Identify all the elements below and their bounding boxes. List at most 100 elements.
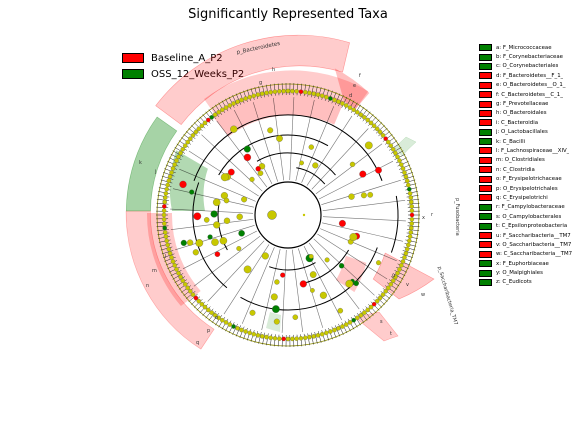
taxa-key-swatch bbox=[479, 138, 492, 146]
internal-node bbox=[203, 217, 210, 223]
legend-item-oss: OSS_12_Weeks_P2 bbox=[122, 66, 244, 82]
leaf-node bbox=[374, 298, 380, 304]
leaf-node bbox=[281, 336, 286, 342]
branch-tick bbox=[406, 195, 419, 198]
taxa-key-item: o: F_Erysipelotrichaceae bbox=[479, 174, 576, 183]
sector-letter-h: h bbox=[272, 67, 275, 73]
leaf-node bbox=[407, 234, 413, 239]
branch-tick bbox=[407, 202, 420, 205]
internal-node bbox=[349, 161, 356, 168]
branch-tick bbox=[402, 175, 415, 180]
leaf-node bbox=[347, 320, 353, 325]
taxa-key-item: a: F_Micrococcaceae bbox=[479, 43, 576, 52]
internal-node bbox=[193, 212, 202, 221]
branch-tick bbox=[310, 85, 314, 98]
branch-tick bbox=[205, 111, 214, 122]
leaf-node bbox=[406, 242, 411, 248]
center-ring bbox=[254, 181, 322, 249]
leaf-node bbox=[190, 292, 196, 297]
branch-line bbox=[317, 233, 388, 280]
branch-tick bbox=[356, 106, 365, 118]
leaf-node bbox=[165, 242, 170, 248]
branch-arc bbox=[240, 247, 378, 311]
branch-tick bbox=[317, 331, 322, 343]
taxa-key-label: c: O_Corynebacteriales bbox=[496, 63, 559, 70]
branch-tick bbox=[163, 253, 175, 258]
legend-swatch-green bbox=[122, 69, 144, 79]
internal-node bbox=[349, 233, 358, 241]
taxa-key-swatch bbox=[479, 128, 492, 136]
branch-tick bbox=[188, 128, 198, 137]
sector-letter-o: o bbox=[215, 315, 218, 321]
sector-letter-p: p bbox=[207, 328, 210, 334]
chart-title: Significantly Represented Taxa bbox=[188, 7, 388, 22]
internal-node bbox=[255, 166, 261, 172]
branch-arc bbox=[390, 195, 399, 253]
branch-tick bbox=[390, 147, 402, 154]
sector-letter-w: w bbox=[421, 292, 425, 298]
branch-tick bbox=[172, 150, 184, 157]
taxa-key-item: p: O_Erysipelotrichales bbox=[479, 184, 576, 193]
clade-label-saccharibacteria: p_Saccharibacteria_TM7 bbox=[436, 266, 458, 326]
branch-line bbox=[322, 200, 406, 211]
taxa-key-swatch bbox=[479, 213, 492, 221]
internal-node bbox=[214, 251, 221, 257]
leaf-node bbox=[227, 103, 233, 108]
leaf-node bbox=[231, 101, 236, 106]
leaf-node bbox=[176, 154, 181, 160]
legend-label: Baseline_A_P2 bbox=[151, 52, 223, 64]
branch-tick bbox=[394, 270, 406, 277]
branch-tick bbox=[172, 273, 184, 280]
branch-tick bbox=[254, 87, 259, 99]
taxa-key-item: h: O_Bacteroidales bbox=[479, 109, 576, 118]
taxa-key-label: r: F_Campylobacteraceae bbox=[496, 204, 565, 211]
leaf-node bbox=[206, 117, 211, 123]
branch-arc bbox=[269, 262, 316, 271]
sector-letter-s: s bbox=[380, 319, 383, 325]
branch-tick bbox=[156, 198, 169, 201]
branch-tick bbox=[400, 256, 412, 262]
branch-line bbox=[306, 115, 353, 186]
taxa-key-item: v: O_Saccharibacteria__TM7 bbox=[479, 240, 576, 249]
sector-letter-d: d bbox=[349, 93, 352, 99]
leaf-node bbox=[371, 301, 377, 307]
branch-line bbox=[172, 188, 254, 208]
branch-line bbox=[179, 168, 256, 202]
internal-node bbox=[220, 173, 229, 182]
leaf-node bbox=[193, 129, 199, 135]
leaf-node bbox=[390, 147, 396, 152]
leaf-node bbox=[190, 133, 196, 138]
leaf-node bbox=[294, 89, 299, 94]
leaf-node bbox=[223, 105, 229, 110]
branch-line bbox=[281, 249, 287, 333]
taxa-key-swatch bbox=[479, 175, 492, 183]
branch-tick bbox=[160, 246, 173, 251]
taxa-key-item: z: C_Eudicots bbox=[479, 278, 576, 287]
leaf-node bbox=[268, 335, 273, 341]
leaf-node bbox=[162, 230, 168, 235]
branch-tick bbox=[373, 122, 383, 131]
internal-node bbox=[243, 153, 252, 162]
leaf-node bbox=[239, 97, 244, 103]
branch-line bbox=[301, 106, 335, 183]
branch-line bbox=[308, 242, 360, 310]
leaf-node bbox=[407, 186, 412, 192]
taxa-key-swatch bbox=[479, 232, 492, 239]
internal-node bbox=[309, 271, 317, 278]
branch-tick bbox=[378, 128, 388, 137]
leaf-node bbox=[196, 126, 202, 132]
branch-tick bbox=[281, 334, 283, 347]
internal-node bbox=[360, 192, 367, 199]
taxa-key-swatch bbox=[479, 100, 492, 108]
branch-line bbox=[252, 102, 278, 182]
branch-tick bbox=[185, 131, 196, 139]
leaf-node bbox=[409, 217, 415, 222]
leaf-node bbox=[239, 327, 244, 333]
branch-tick bbox=[359, 310, 368, 321]
leaf-node bbox=[397, 158, 402, 163]
branch-tick bbox=[174, 276, 186, 283]
branch-tick bbox=[215, 314, 223, 326]
taxa-key: a: F_Micrococcaceae b: F_Corynebacteriace… bbox=[479, 43, 576, 287]
taxa-key-label: g: F_Prevotellaceae bbox=[496, 101, 549, 108]
leaf-node bbox=[264, 90, 269, 96]
